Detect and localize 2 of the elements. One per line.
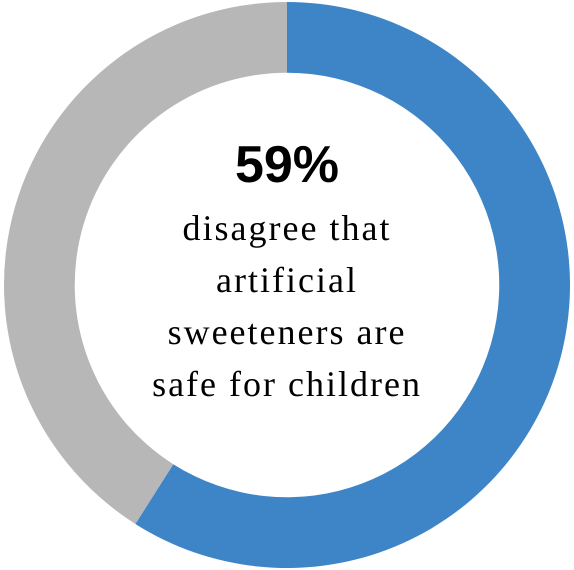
- text: disagree that artificial sweeteners are safe for children: [152, 208, 422, 404]
- text: 59%: [234, 136, 340, 194]
